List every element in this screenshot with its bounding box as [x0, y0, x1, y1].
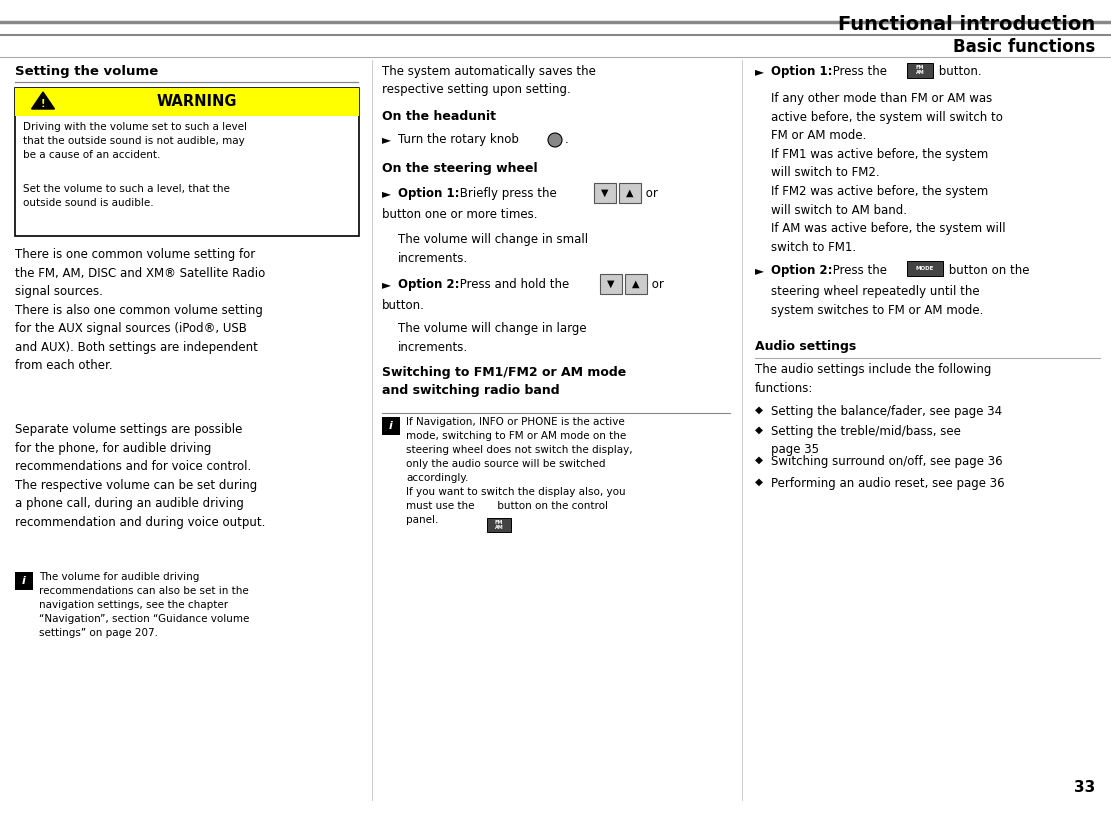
- FancyBboxPatch shape: [16, 88, 359, 116]
- Text: The volume will change in small
increments.: The volume will change in small incremen…: [398, 233, 588, 264]
- Text: ◆: ◆: [755, 455, 763, 465]
- Text: WARNING: WARNING: [157, 94, 238, 110]
- Text: Option 2:: Option 2:: [398, 278, 460, 291]
- Text: Press and hold the: Press and hold the: [456, 278, 569, 291]
- FancyBboxPatch shape: [907, 261, 943, 276]
- Text: button.: button.: [935, 65, 982, 78]
- FancyBboxPatch shape: [487, 518, 511, 532]
- Text: Switching to FM1/FM2 or AM mode
and switching radio band: Switching to FM1/FM2 or AM mode and swit…: [382, 366, 627, 397]
- Polygon shape: [31, 92, 54, 109]
- Text: ▲: ▲: [627, 188, 633, 198]
- Text: The audio settings include the following
functions:: The audio settings include the following…: [755, 363, 991, 394]
- Text: Setting the treble/mid/bass, see
page 35: Setting the treble/mid/bass, see page 35: [771, 425, 961, 456]
- Text: Setting the balance/fader, see page 34: Setting the balance/fader, see page 34: [771, 405, 1002, 418]
- Text: If Navigation, INFO or PHONE is the active
mode, switching to FM or AM mode on t: If Navigation, INFO or PHONE is the acti…: [406, 417, 632, 525]
- Text: button on the: button on the: [945, 264, 1030, 277]
- Text: ►: ►: [755, 65, 764, 78]
- Text: On the headunit: On the headunit: [382, 110, 496, 123]
- Text: The system automatically saves the
respective setting upon setting.: The system automatically saves the respe…: [382, 65, 595, 97]
- Text: If any other mode than FM or AM was
active before, the system will switch to
FM : If any other mode than FM or AM was acti…: [771, 92, 1003, 142]
- Text: Press the: Press the: [829, 264, 887, 277]
- FancyBboxPatch shape: [382, 417, 400, 435]
- Text: button.: button.: [382, 299, 424, 312]
- Text: ◆: ◆: [755, 477, 763, 487]
- Circle shape: [548, 133, 562, 147]
- FancyBboxPatch shape: [594, 183, 615, 203]
- Text: Separate volume settings are possible
for the phone, for audible driving
recomme: Separate volume settings are possible fo…: [16, 423, 266, 528]
- Text: ◆: ◆: [755, 405, 763, 415]
- Text: Press the: Press the: [829, 65, 887, 78]
- Text: Performing an audio reset, see page 36: Performing an audio reset, see page 36: [771, 477, 1004, 490]
- Text: steering wheel repeatedly until the
system switches to FM or AM mode.: steering wheel repeatedly until the syst…: [771, 285, 983, 316]
- Text: MODE: MODE: [915, 266, 934, 271]
- Text: Audio settings: Audio settings: [755, 340, 857, 353]
- FancyBboxPatch shape: [907, 63, 933, 78]
- Text: The volume will change in large
increments.: The volume will change in large incremen…: [398, 322, 587, 354]
- Text: Switching surround on/off, see page 36: Switching surround on/off, see page 36: [771, 455, 1002, 468]
- Text: Driving with the volume set to such a level
that the outside sound is not audibl: Driving with the volume set to such a le…: [23, 122, 247, 160]
- Text: Option 1:: Option 1:: [398, 187, 460, 200]
- Text: Functional introduction: Functional introduction: [838, 15, 1095, 34]
- Text: or: or: [642, 187, 658, 200]
- Text: ▲: ▲: [632, 279, 640, 289]
- Text: If AM was active before, the system will
switch to FM1.: If AM was active before, the system will…: [771, 222, 1005, 254]
- Text: !: !: [41, 99, 46, 109]
- FancyBboxPatch shape: [619, 183, 641, 203]
- Text: Turn the rotary knob: Turn the rotary knob: [398, 133, 519, 146]
- Text: On the steering wheel: On the steering wheel: [382, 162, 538, 175]
- Text: There is one common volume setting for
the FM, AM, DISC and XM® Satellite Radio
: There is one common volume setting for t…: [16, 248, 266, 372]
- Text: ◆: ◆: [755, 425, 763, 435]
- Text: i: i: [389, 421, 393, 431]
- Text: Setting the volume: Setting the volume: [16, 65, 158, 78]
- Text: ►: ►: [382, 187, 391, 200]
- Text: FM
AM: FM AM: [494, 520, 503, 530]
- Text: Set the volume to such a level, that the
outside sound is audible.: Set the volume to such a level, that the…: [23, 184, 230, 208]
- FancyBboxPatch shape: [16, 88, 359, 236]
- FancyBboxPatch shape: [600, 274, 622, 294]
- Text: Option 2:: Option 2:: [771, 264, 832, 277]
- Text: ▼: ▼: [601, 188, 609, 198]
- Text: ►: ►: [755, 264, 764, 277]
- Text: The volume for audible driving
recommendations can also be set in the
navigation: The volume for audible driving recommend…: [39, 572, 249, 638]
- Text: Briefly press the: Briefly press the: [456, 187, 557, 200]
- Text: ▼: ▼: [608, 279, 614, 289]
- FancyBboxPatch shape: [16, 572, 33, 590]
- Text: ►: ►: [382, 133, 391, 146]
- Text: FM
AM: FM AM: [915, 65, 924, 75]
- Text: ►: ►: [382, 278, 391, 291]
- Text: or: or: [648, 278, 664, 291]
- Text: If FM1 was active before, the system
will switch to FM2.: If FM1 was active before, the system wil…: [771, 148, 989, 180]
- Text: Basic functions: Basic functions: [953, 38, 1095, 56]
- Text: 33: 33: [1073, 780, 1095, 795]
- Text: button one or more times.: button one or more times.: [382, 208, 538, 221]
- Text: Option 1:: Option 1:: [771, 65, 832, 78]
- Text: If FM2 was active before, the system
will switch to AM band.: If FM2 was active before, the system wil…: [771, 185, 989, 216]
- Text: .: .: [565, 133, 569, 146]
- FancyBboxPatch shape: [625, 274, 647, 294]
- Text: i: i: [22, 576, 26, 586]
